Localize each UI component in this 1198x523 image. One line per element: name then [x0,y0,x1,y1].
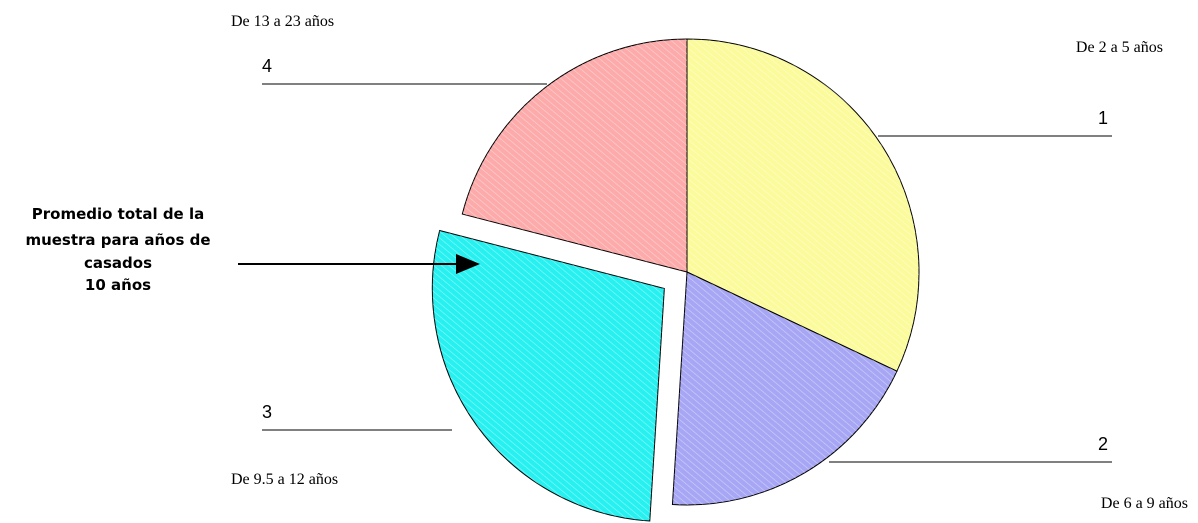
slice-number-label-3: 3 [262,402,272,422]
leader-lines-layer [262,83,1112,463]
annotation-line-3: casados [84,254,152,272]
slice-range-label-4: De 13 a 23 años [231,13,334,30]
pie-slice-2-hatch [672,272,897,505]
annotation-line-2: muestra para años de [25,231,210,249]
slices-layer [431,38,920,522]
slice-range-label-1: De 2 a 5 años [1076,39,1163,56]
slice-range-label-2: De 6 a 9 años [1101,495,1188,512]
annotation-line-4: 10 años [85,276,151,294]
annotation-line-1: Promedio total de la [32,205,204,223]
pie-slice-1 [686,38,920,372]
pie-slice-4 [461,38,688,273]
slice-number-label-4: 4 [262,56,272,76]
slice-number-label-1: 1 [1098,108,1108,128]
pie-slice-3 [431,229,665,522]
average-annotation: Promedio total de la muestra para años d… [25,205,480,294]
pie-slice-4-hatch [462,39,687,272]
slice-number-label-2: 2 [1098,434,1108,454]
pie-slice-3-hatch [432,230,665,521]
pie-slice-2 [671,271,898,506]
pie-slice-1-hatch [687,39,919,372]
labels-layer: 1 De 2 a 5 años 2 De 6 a 9 años 3 De 9.5 a 12… [231,13,1188,512]
slice-range-label-3: De 9.5 a 12 años [231,471,338,488]
